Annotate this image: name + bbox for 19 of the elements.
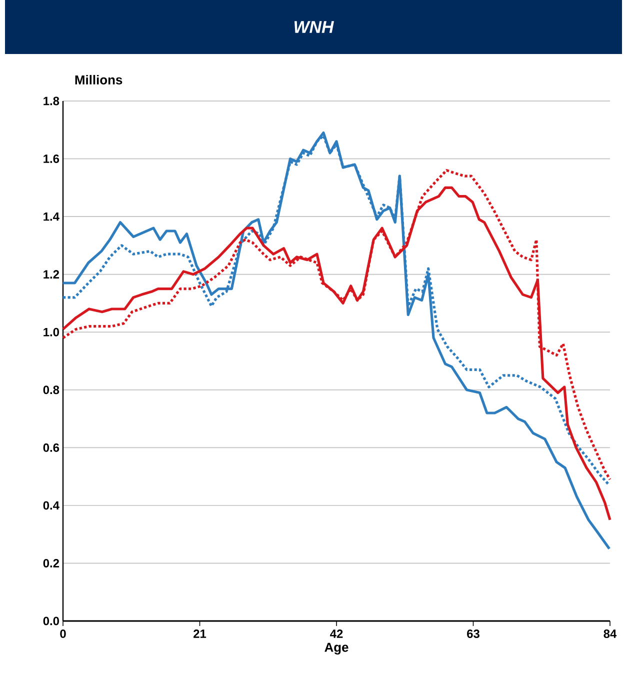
y-tick-label: 0.2 — [43, 558, 60, 568]
y-tick-label: 1.2 — [44, 270, 60, 278]
y-tick-label: 0.4 — [43, 501, 60, 510]
line-series — [62, 131, 611, 550]
x-tick-label: 42 — [330, 630, 343, 638]
y-tick-label: 1.8 — [44, 96, 60, 106]
x-tick-label: 84 — [604, 630, 617, 638]
y-tick-label: 1.0 — [44, 328, 59, 336]
y-tick-label: 0.0 — [43, 616, 59, 626]
y-axis-title: Millions — [75, 74, 122, 84]
y-tick-label: 0.8 — [43, 386, 60, 394]
x-tick-label: 21 — [194, 630, 206, 638]
y-tick-label: 1.6 — [44, 154, 60, 163]
y-tick-label: 0.6 — [43, 443, 60, 452]
chart-title: WNH — [294, 21, 334, 33]
x-tick-label: 63 — [467, 630, 480, 638]
x-tick-label: 0 — [60, 630, 66, 638]
x-axis-title: Age — [324, 642, 348, 654]
y-tick-label: 1.4 — [44, 212, 60, 221]
